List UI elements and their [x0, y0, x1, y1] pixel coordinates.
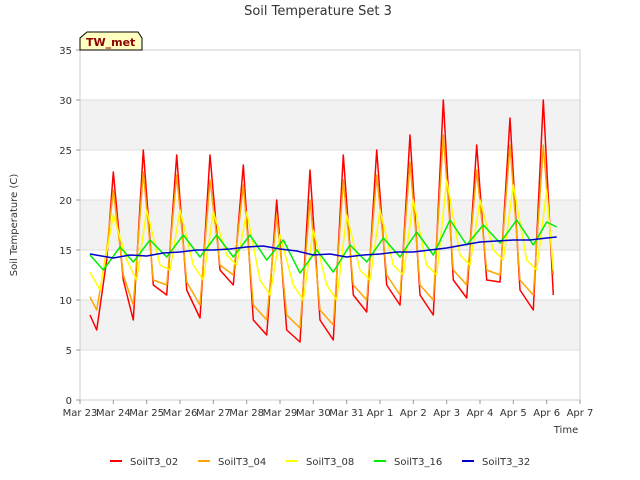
- x-tick-label: Apr 6: [533, 408, 560, 419]
- series-line-SoilT3_02: [89, 99, 555, 343]
- x-tick-label: Apr 2: [400, 408, 427, 419]
- annotation-badge-label: TW_met: [86, 36, 135, 49]
- y-tick-label: 5: [66, 346, 72, 357]
- y-tick-label: 25: [59, 146, 72, 157]
- x-tick-label: Apr 5: [500, 408, 527, 419]
- series-line-SoilT3_08: [89, 179, 555, 301]
- x-axis-label: Time: [553, 425, 578, 436]
- legend-label: SoilT3_08: [306, 457, 354, 468]
- plot-area: [80, 50, 580, 400]
- x-tick-label: Apr 4: [467, 408, 494, 419]
- legend-item-SoilT3_16: SoilT3_16: [374, 457, 442, 468]
- grid-band: [80, 100, 580, 150]
- x-tick-label: Mar 23: [63, 408, 98, 419]
- legend-item-SoilT3_08: SoilT3_08: [286, 457, 354, 468]
- legend-label: SoilT3_32: [482, 457, 530, 468]
- y-tick-label: 15: [59, 246, 72, 257]
- x-tick-label: Mar 25: [129, 408, 164, 419]
- y-tick-label: 10: [59, 296, 72, 307]
- y-axis-label: Soil Temperature (C): [9, 174, 20, 277]
- chart-title: Soil Temperature Set 3: [244, 4, 392, 19]
- grid-band: [80, 300, 580, 350]
- y-tick-label: 0: [66, 396, 72, 407]
- x-tick-label: Apr 1: [367, 408, 394, 419]
- legend-item-SoilT3_32: SoilT3_32: [462, 457, 530, 468]
- legend-label: SoilT3_02: [130, 457, 178, 468]
- legend-label: SoilT3_16: [394, 457, 442, 468]
- x-tick-label: Mar 27: [196, 408, 231, 419]
- x-tick-label: Apr 7: [567, 408, 594, 419]
- legend-label: SoilT3_04: [218, 457, 266, 468]
- legend-item-SoilT3_04: SoilT3_04: [198, 457, 266, 468]
- legend: SoilT3_02 SoilT3_04 SoilT3_08 SoilT3_16 Soil…: [110, 457, 530, 468]
- series-line-SoilT3_16: [89, 219, 558, 274]
- series-line-SoilT3_32: [89, 236, 557, 259]
- annotation-badge-shape: [79, 31, 143, 51]
- x-tick-label: Mar 29: [263, 408, 298, 419]
- x-tick-label: Mar 28: [229, 408, 264, 419]
- x-tick-label: Mar 30: [296, 408, 331, 419]
- annotation-badge: TW_met: [79, 31, 143, 51]
- plot-frame: [79, 49, 581, 401]
- y-tick-label: 35: [59, 46, 72, 57]
- y-tick-label: 30: [59, 96, 72, 107]
- x-tick-label: Mar 26: [163, 408, 198, 419]
- x-tick-label: Mar 31: [329, 408, 364, 419]
- y-tick-label: 20: [59, 196, 72, 207]
- legend-item-SoilT3_02: SoilT3_02: [110, 457, 178, 468]
- series-group: [89, 99, 558, 343]
- x-tick-label: Apr 3: [433, 408, 460, 419]
- x-tick-label: Mar 24: [96, 408, 131, 419]
